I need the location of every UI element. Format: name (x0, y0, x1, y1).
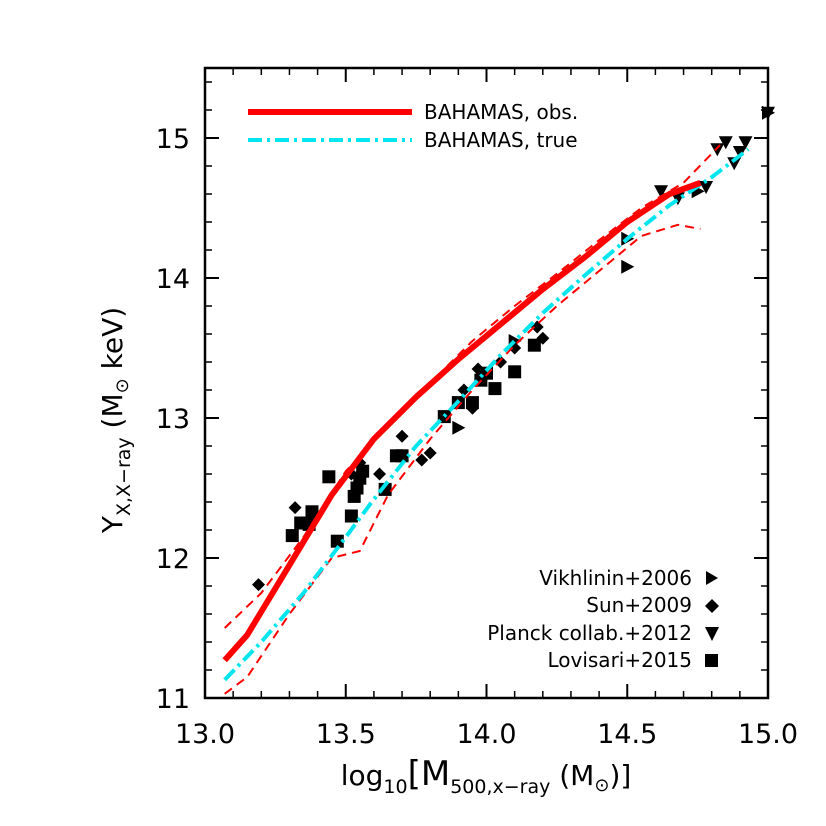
tick-labels: 13.0 13.5 14.0 14.5 15.0 11 12 13 14 15 (156, 124, 798, 750)
lower-scatter-line (224, 223, 701, 695)
bahamas-obs--line (222, 179, 702, 663)
legend-marker-lovisari (705, 654, 718, 667)
legend-label-sun: Sun+2009 (586, 593, 692, 617)
lovisari-2015-point (395, 449, 409, 463)
planck-collab-2012-point (654, 185, 669, 199)
legend-marker-planck (705, 627, 719, 641)
vikhlinin-2006-point (452, 420, 466, 435)
legend-label-true: BAHAMAS, true (424, 128, 578, 152)
lovisari-2015-point (322, 470, 336, 484)
lovisari-2015-point (527, 338, 541, 352)
legend-marker-sun (705, 599, 719, 613)
bahamas-true-line (223, 147, 750, 682)
planck-collab-2012-point (727, 157, 742, 171)
sun-2009-point (494, 355, 508, 369)
lovisari-2015-point (508, 365, 522, 379)
sun-2009-point (395, 429, 409, 443)
sun-2009-point (457, 383, 471, 397)
lovisari-2015-point (305, 505, 319, 519)
y-tick-label: 14 (156, 264, 190, 295)
sun-2009-point (415, 453, 429, 467)
sun-2009-point (508, 341, 522, 355)
x-tick-label: 13.5 (316, 719, 376, 750)
y-axis-title: YX,X−ray (M⊙ keV) (96, 307, 135, 534)
planck-collab-2012-point (710, 143, 725, 157)
points-legend: Vikhlinin+2006 Sun+2009 Planck collab.+2… (487, 566, 719, 672)
lovisari-2015-point (488, 382, 502, 396)
sun-2009-point (423, 446, 437, 460)
legend-label-obs: BAHAMAS, obs. (424, 100, 578, 124)
x-tick-label: 14.5 (597, 719, 657, 750)
lovisari-2015-point (285, 529, 299, 543)
planck-collab-2012-point (738, 136, 753, 150)
lovisari-2015-point (350, 481, 364, 495)
y-tick-label: 13 (156, 404, 190, 435)
lovisari-2015-point (465, 396, 479, 410)
legend-label-planck: Planck collab.+2012 (487, 621, 692, 645)
axis-ticks (204, 68, 769, 699)
y-tick-label: 12 (156, 544, 190, 575)
planck-collab-2012-point (699, 181, 714, 194)
x-axis-title: log10[M500,x−ray (M⊙)] (341, 754, 632, 798)
sun-2009-point (288, 501, 302, 515)
planck-collab-2012-point (732, 146, 747, 159)
legend-label-lovisari: Lovisari+2015 (547, 648, 692, 672)
vikhlinin-2006-point (621, 259, 635, 274)
lovisari-2015-point (356, 464, 370, 478)
lovisari-2015-point (344, 509, 358, 523)
x-tick-label: 14.0 (456, 719, 516, 750)
sun-2009-point (373, 467, 387, 481)
lovisari-2015-point (330, 534, 344, 548)
line-legend: BAHAMAS, obs. BAHAMAS, true (248, 100, 578, 152)
legend-marker-vikhlinin (706, 571, 718, 585)
x-tick-label: 15.0 (738, 719, 798, 750)
x-tick-label: 13.0 (175, 719, 235, 750)
y-tick-label: 15 (156, 124, 190, 155)
planck-collab-2012-point (718, 136, 733, 150)
y-tick-label: 11 (156, 684, 190, 715)
legend-label-vikhlinin: Vikhlinin+2006 (539, 566, 692, 590)
sun-2009-point (251, 578, 265, 592)
